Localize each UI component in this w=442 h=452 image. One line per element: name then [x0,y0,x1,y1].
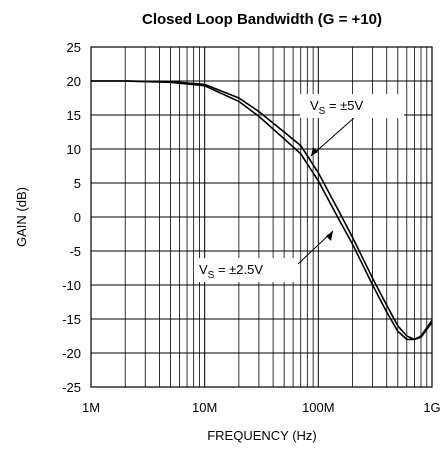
y-tick-label: -5 [69,244,81,259]
y-tick-label: -10 [62,278,81,293]
y-tick-label: -25 [62,380,81,395]
y-tick-label: 25 [67,40,81,55]
annotation-box [300,94,404,118]
annotation-text: = ±2.5V [214,262,263,277]
annotation-sub: S [319,106,326,117]
x-tick-label: 100M [302,400,335,415]
series-line [91,80,433,341]
y-tick-label: -20 [62,346,81,361]
y-tick-label: 10 [67,142,81,157]
series-line [91,80,433,341]
annotation-text: = ±5V [325,98,363,113]
arrow-head [326,231,333,241]
y-tick-label: 5 [74,176,81,191]
y-tick-label: 15 [67,108,81,123]
annotation: VS = ±5V [310,98,364,117]
annotation-text: V [310,98,319,113]
y-tick-label: -15 [62,312,81,327]
arrow-head [311,147,318,156]
y-axis-label: GAIN (dB) [14,187,29,247]
annotation-sub: S [208,270,215,281]
chart-title: Closed Loop Bandwidth (G = +10) [142,11,382,28]
annotation-box [194,258,298,282]
x-tick-label: 1G [423,400,440,415]
y-tick-label: 20 [67,74,81,89]
plot-frame [90,46,433,388]
lines [91,80,433,341]
x-tick-label: 10M [192,400,217,415]
annotation: VS = ±2.5V [199,262,263,281]
y-tick-label: 0 [74,210,81,225]
x-tick-label: 1M [82,400,100,415]
annotation-text: V [199,262,208,277]
x-axis-label: FREQUENCY (Hz) [207,428,317,443]
annotation-arrow [310,116,356,157]
